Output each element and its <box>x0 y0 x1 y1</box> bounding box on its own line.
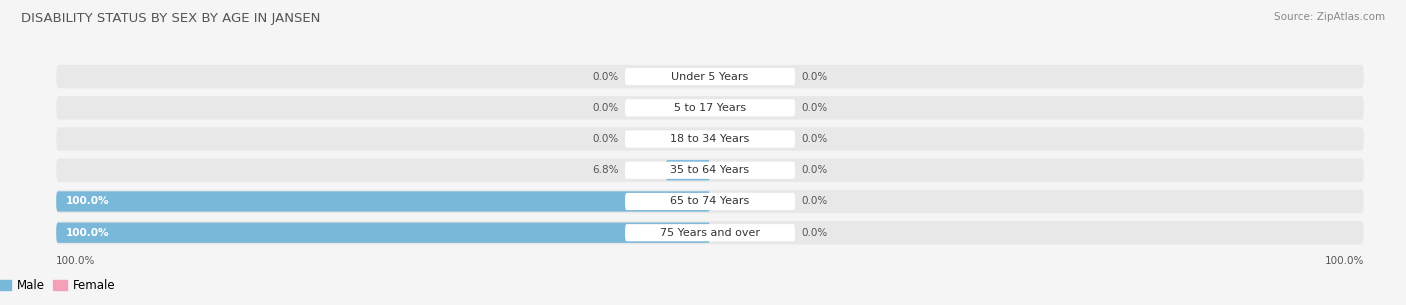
FancyBboxPatch shape <box>56 127 1364 151</box>
Text: 0.0%: 0.0% <box>801 134 828 144</box>
FancyBboxPatch shape <box>56 223 710 243</box>
Text: 100.0%: 100.0% <box>66 228 110 238</box>
Text: 0.0%: 0.0% <box>801 196 828 206</box>
FancyBboxPatch shape <box>56 65 1364 88</box>
FancyBboxPatch shape <box>626 68 794 85</box>
Text: Under 5 Years: Under 5 Years <box>672 72 748 82</box>
Text: 0.0%: 0.0% <box>801 165 828 175</box>
Text: 65 to 74 Years: 65 to 74 Years <box>671 196 749 206</box>
Text: 0.0%: 0.0% <box>592 134 619 144</box>
Text: 6.8%: 6.8% <box>592 165 619 175</box>
FancyBboxPatch shape <box>626 193 794 210</box>
FancyBboxPatch shape <box>56 221 1364 244</box>
FancyBboxPatch shape <box>626 162 794 179</box>
Text: 100.0%: 100.0% <box>1324 256 1364 266</box>
Text: Source: ZipAtlas.com: Source: ZipAtlas.com <box>1274 12 1385 22</box>
FancyBboxPatch shape <box>626 224 794 241</box>
FancyBboxPatch shape <box>665 160 710 181</box>
Text: 0.0%: 0.0% <box>592 72 619 82</box>
Text: 0.0%: 0.0% <box>801 228 828 238</box>
FancyBboxPatch shape <box>56 191 710 212</box>
FancyBboxPatch shape <box>626 131 794 148</box>
Text: 100.0%: 100.0% <box>56 256 96 266</box>
Text: 18 to 34 Years: 18 to 34 Years <box>671 134 749 144</box>
Text: DISABILITY STATUS BY SEX BY AGE IN JANSEN: DISABILITY STATUS BY SEX BY AGE IN JANSE… <box>21 12 321 25</box>
Legend: Male, Female: Male, Female <box>0 274 121 297</box>
FancyBboxPatch shape <box>626 99 794 117</box>
Text: 100.0%: 100.0% <box>66 196 110 206</box>
Text: 75 Years and over: 75 Years and over <box>659 228 761 238</box>
FancyBboxPatch shape <box>56 159 1364 182</box>
FancyBboxPatch shape <box>56 96 1364 120</box>
Text: 35 to 64 Years: 35 to 64 Years <box>671 165 749 175</box>
Text: 0.0%: 0.0% <box>592 103 619 113</box>
Text: 5 to 17 Years: 5 to 17 Years <box>673 103 747 113</box>
Text: 0.0%: 0.0% <box>801 103 828 113</box>
Text: 0.0%: 0.0% <box>801 72 828 82</box>
FancyBboxPatch shape <box>56 190 1364 213</box>
